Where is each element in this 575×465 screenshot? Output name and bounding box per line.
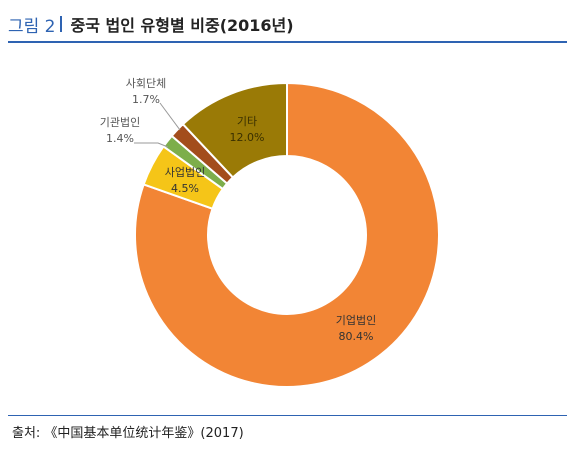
slice-4	[181, 81, 288, 179]
category-label: 기타	[237, 115, 257, 128]
category-label: 기관법인	[100, 116, 140, 129]
bottom-rule	[8, 415, 567, 416]
category-label: 기업법인	[336, 314, 376, 327]
category-label: 사회단체	[126, 77, 166, 90]
donut-chart: 기업법인 80.4% 사업법인 4.5% 기관법인 1.4% 사회단체 1.7% 기타 12.0%	[100, 77, 440, 388]
source-note: 출처: 《中国基本单位统计年鉴》(2017)	[12, 426, 244, 441]
value-label: 1.4%	[106, 132, 134, 145]
slice-0	[134, 81, 440, 388]
value-label: 12.0%	[230, 131, 265, 144]
leader-line	[134, 142, 169, 148]
leader-line	[159, 102, 181, 131]
category-label: 사업법인	[165, 166, 205, 179]
figure-header: 그림 2 중국 법인 유형별 비중(2016년)	[8, 12, 294, 37]
title-separator	[59, 16, 62, 32]
figure-number: 그림 2	[8, 16, 56, 37]
chart-title: 중국 법인 유형별 비중(2016년)	[70, 16, 294, 35]
value-label: 80.4%	[339, 330, 374, 343]
top-rule	[8, 41, 567, 43]
value-label: 4.5%	[171, 182, 199, 195]
value-label: 1.7%	[132, 93, 160, 106]
